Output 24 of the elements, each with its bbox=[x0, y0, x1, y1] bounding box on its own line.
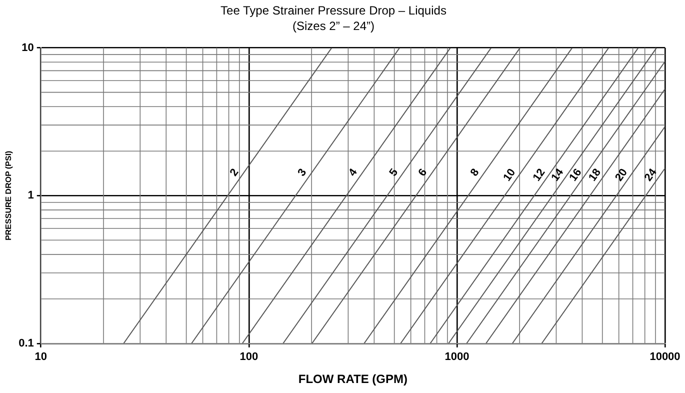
y-tick-label: 10 bbox=[22, 42, 34, 54]
text: 5 bbox=[387, 166, 401, 179]
text: 24 bbox=[642, 166, 660, 184]
text: 14 bbox=[549, 166, 567, 184]
text: 18 bbox=[586, 166, 604, 184]
x-tick-label: 100 bbox=[240, 351, 258, 364]
text: 12 bbox=[530, 166, 548, 184]
text: 16 bbox=[567, 166, 584, 184]
chart-title: Tee Type Strainer Pressure Drop – Liquids bbox=[220, 4, 446, 18]
x-tick-label: 10000 bbox=[650, 351, 680, 364]
text: 3 bbox=[296, 166, 310, 179]
text: 10 bbox=[501, 166, 518, 184]
text: 6 bbox=[416, 166, 430, 179]
chart-subtitle: (Sizes 2” – 24”) bbox=[292, 18, 375, 33]
x-axis-title: FLOW RATE (GPM) bbox=[298, 372, 408, 386]
y-axis-title: PRESSURE DROP (PSI) bbox=[4, 150, 14, 240]
x-tick-label: 10 bbox=[34, 351, 48, 364]
y-tick-label: 0.1 bbox=[18, 337, 34, 350]
text: 2 bbox=[228, 166, 242, 179]
x-tick-label: 1000 bbox=[444, 351, 470, 364]
text: 8 bbox=[468, 166, 482, 179]
text: 20 bbox=[613, 166, 630, 184]
y-tick-label: 1 bbox=[28, 190, 34, 202]
text: 4 bbox=[346, 166, 360, 179]
